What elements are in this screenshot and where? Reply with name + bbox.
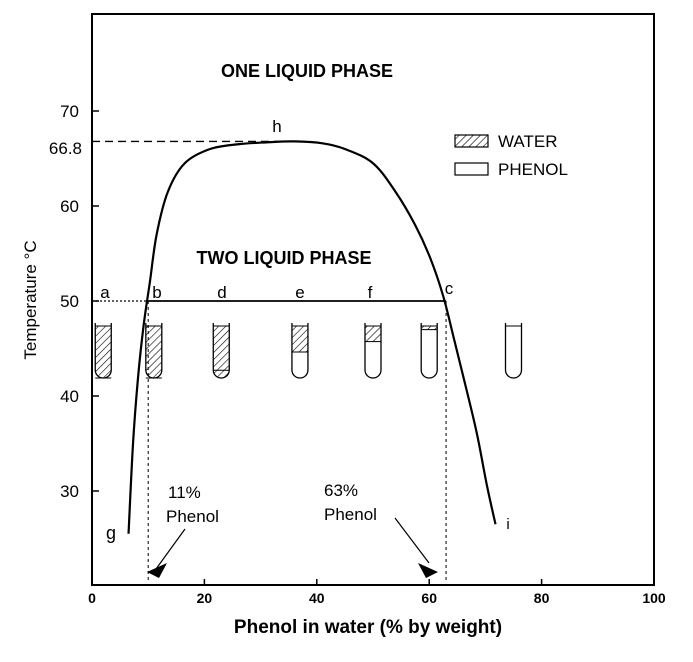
x-tick-label: 80 xyxy=(534,590,550,606)
test-tube-c xyxy=(420,323,438,379)
tube-water-layer xyxy=(213,326,230,378)
annotation-11-percent-line1: 11% xyxy=(168,483,201,502)
tube-water-layer xyxy=(145,326,162,378)
point-label-b: b xyxy=(152,283,161,302)
point-label-e: e xyxy=(295,283,304,302)
curve-end-label-g: g xyxy=(106,523,116,543)
annotation-63-percent-line2: Phenol xyxy=(324,505,377,524)
two-liquid-phase-label: TWO LIQUID PHASE xyxy=(197,248,372,268)
y-axis-label: Temperature °C xyxy=(21,240,40,359)
critical-temp-tick-label: 66.8 xyxy=(49,139,82,158)
arrow-left-head xyxy=(147,563,167,578)
mutual-solubility-curve xyxy=(127,140,497,534)
curve-end-label-i: i xyxy=(506,516,509,533)
test-tube-pure-phenol xyxy=(504,323,523,379)
arrow-right-head xyxy=(418,563,438,578)
legend-phenol-label: PHENOL xyxy=(498,160,568,179)
x-axis-label: Phenol in water (% by weight) xyxy=(234,617,502,638)
legend-water-label: WATER xyxy=(498,132,558,151)
tube-water-layer xyxy=(365,326,381,342)
y-tick-label: 30 xyxy=(60,482,79,501)
x-tick-label: 40 xyxy=(309,590,325,606)
test-tube-e xyxy=(291,323,309,379)
tube-outline xyxy=(420,323,438,379)
legend-phenol-swatch xyxy=(454,162,489,176)
phase-curve-group xyxy=(127,140,497,534)
x-tick-label: 20 xyxy=(197,590,213,606)
plot-frame xyxy=(91,13,655,586)
point-label-a: a xyxy=(100,283,110,302)
one-liquid-phase-label: ONE LIQUID PHASE xyxy=(221,61,393,81)
x-tick-label: 100 xyxy=(642,590,666,606)
y-tick-label: 50 xyxy=(60,292,79,311)
point-label-c: c xyxy=(445,279,454,298)
y-tick-label: 70 xyxy=(60,102,79,121)
tube-water-layer xyxy=(95,326,112,378)
axis-ticks: 0 20 40 60 80 100 30 40 50 60 70 xyxy=(60,102,666,606)
test-tube-a xyxy=(94,323,112,379)
guide-lines xyxy=(92,140,447,580)
test-tube-d xyxy=(212,323,230,379)
legend-water-swatch xyxy=(454,134,489,148)
tube-liquid xyxy=(421,323,438,378)
y-tick-label: 40 xyxy=(60,387,79,406)
tube-outline xyxy=(291,323,309,379)
x-tick-label: 0 xyxy=(88,590,96,606)
tube-outline xyxy=(504,323,523,379)
annotation-11-percent-line2: Phenol xyxy=(166,507,219,526)
critical-point-label: h xyxy=(272,117,281,136)
x-tick-label: 60 xyxy=(421,590,437,606)
tube-water-layer xyxy=(291,326,308,352)
tube-outline xyxy=(94,323,112,379)
point-label-d: d xyxy=(217,283,226,302)
test-tube-b xyxy=(145,323,163,379)
arrow-right-shaft xyxy=(394,517,430,564)
test-tubes xyxy=(94,323,523,379)
tube-liquid xyxy=(505,323,522,378)
tube-water-layer xyxy=(421,326,438,330)
annotation-63-percent-line1: 63% xyxy=(324,481,358,500)
tube-outline xyxy=(364,323,382,379)
y-tick-label: 60 xyxy=(60,197,79,216)
arrow-left-shaft xyxy=(155,528,186,570)
test-tube-f xyxy=(364,323,382,379)
tube-outline xyxy=(145,323,163,379)
tube-outline xyxy=(212,323,230,379)
point-label-f: f xyxy=(368,283,373,302)
